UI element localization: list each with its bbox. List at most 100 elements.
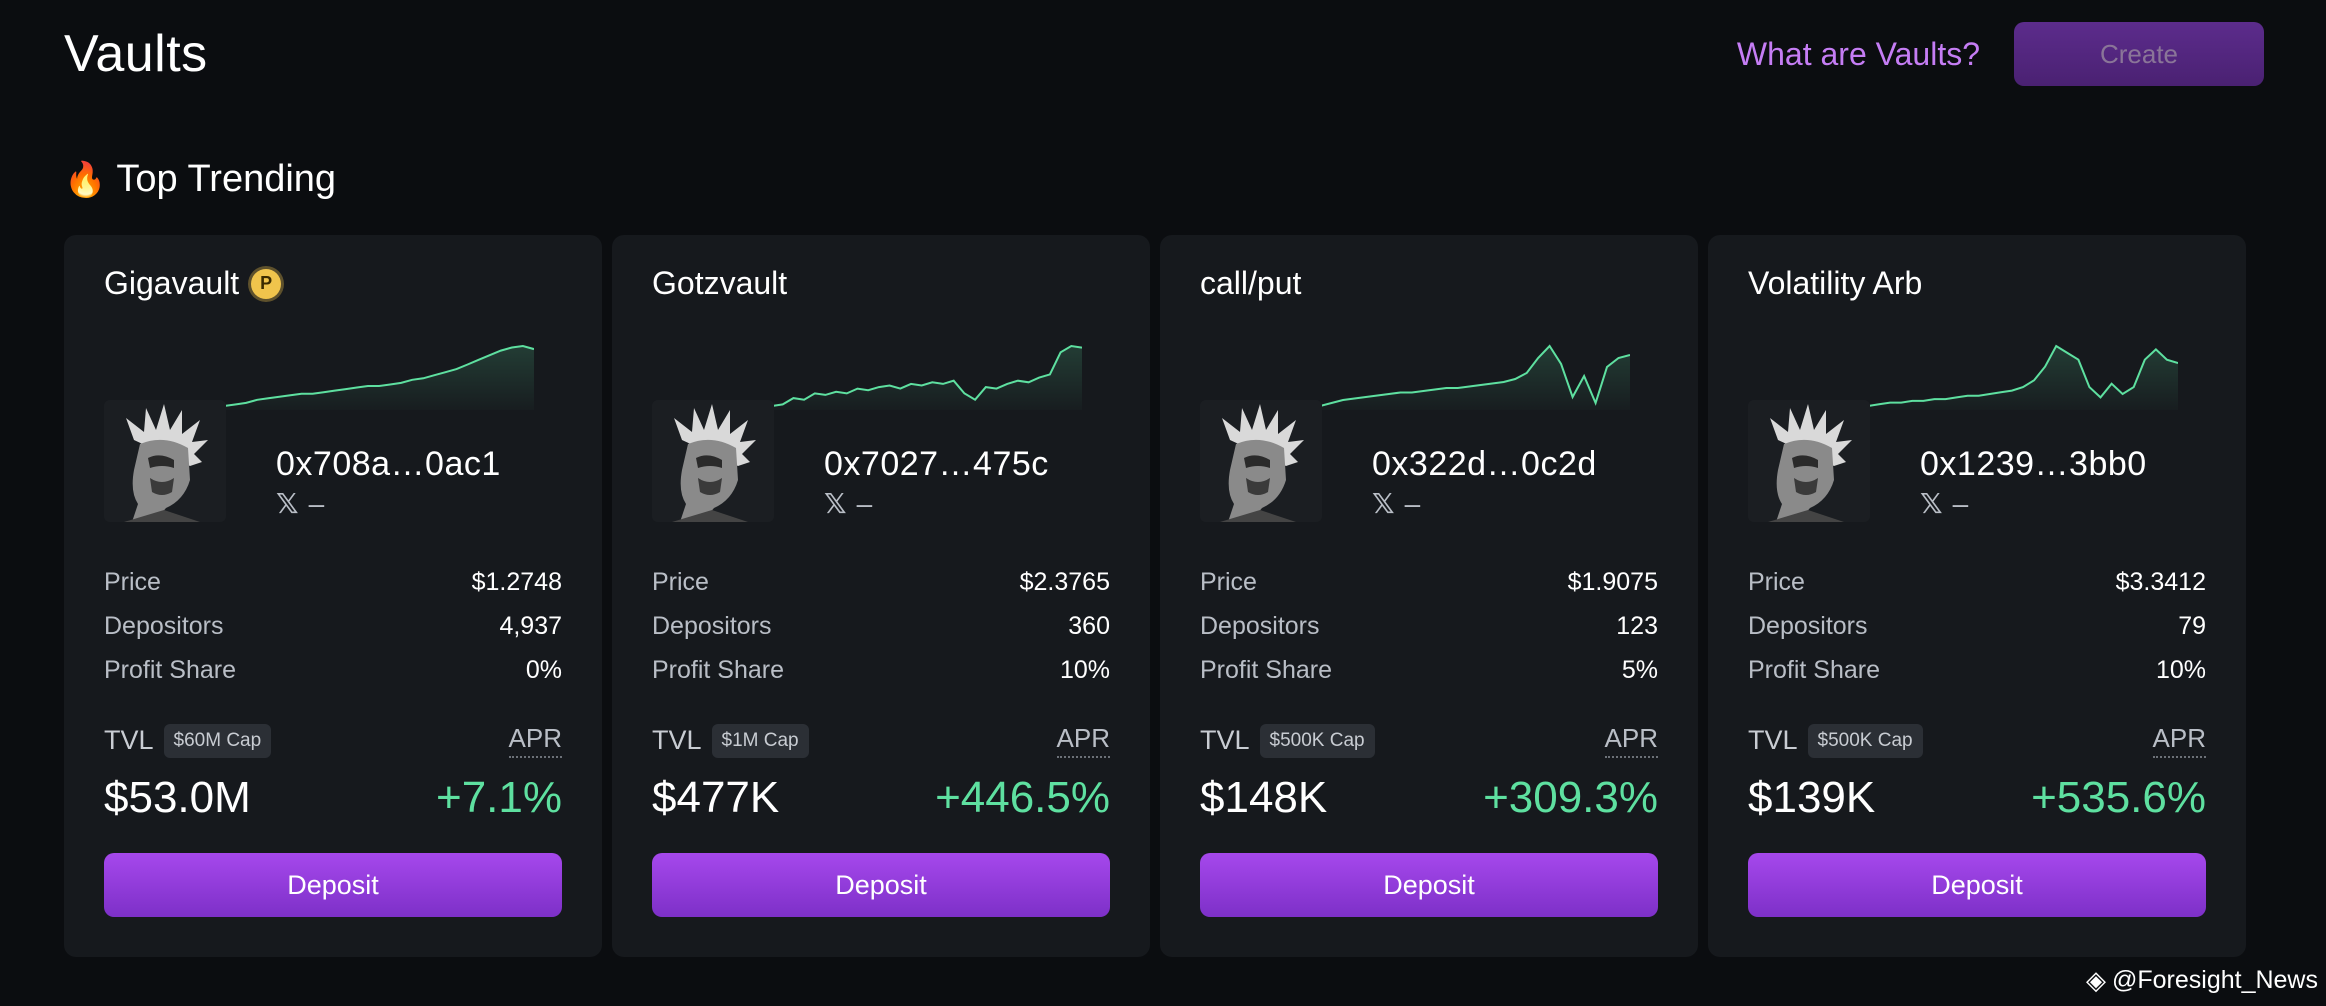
social-link[interactable]: 𝕏 – bbox=[276, 487, 324, 520]
vault-name: call/put bbox=[1200, 265, 1301, 302]
tvl-header: TVL $500K Cap APR bbox=[1200, 723, 1658, 758]
vault-address[interactable]: 0x7027…475c bbox=[824, 445, 1049, 483]
profit-share-value: 10% bbox=[1059, 655, 1110, 684]
tvl-label-group: TVL $500K Cap bbox=[1748, 723, 1923, 758]
cap-chip: $60M Cap bbox=[163, 723, 272, 758]
social-link[interactable]: 𝕏 – bbox=[1372, 487, 1420, 520]
vault-name: Gigavault P bbox=[104, 265, 282, 302]
apr-value: +535.6% bbox=[2031, 773, 2206, 822]
page-header: Vaults What are Vaults? Create bbox=[64, 18, 2264, 90]
create-button[interactable]: Create bbox=[2014, 22, 2264, 86]
price-label: Price bbox=[104, 567, 161, 596]
profit-share-label: Profit Share bbox=[1200, 655, 1333, 684]
apr-label[interactable]: APR bbox=[1604, 723, 1658, 758]
social-link[interactable]: 𝕏 – bbox=[824, 487, 872, 520]
stat-price: Price $3.3412 bbox=[1748, 560, 2206, 604]
deposit-button[interactable]: Deposit bbox=[1748, 853, 2206, 917]
avatar-illustration bbox=[1200, 400, 1322, 522]
vault-name-label: Volatility Arb bbox=[1748, 265, 1923, 301]
price-label: Price bbox=[1200, 567, 1257, 596]
performance-sparkline bbox=[1868, 344, 2178, 410]
sparkline-line bbox=[1868, 344, 2178, 407]
verified-badge-icon: P bbox=[251, 268, 282, 299]
avatar bbox=[652, 400, 774, 522]
vault-address[interactable]: 0x708a…0ac1 bbox=[276, 445, 501, 483]
apr-label[interactable]: APR bbox=[2152, 723, 2206, 758]
vault-card[interactable]: Gotzvault 0x7027…475c 𝕏 – Price $2.3765 … bbox=[612, 235, 1150, 957]
tvl-value: $148K bbox=[1200, 773, 1328, 822]
tvl-apr-values: $477K +446.5% bbox=[652, 773, 1110, 823]
performance-sparkline bbox=[772, 344, 1082, 410]
fire-icon: 🔥 bbox=[64, 160, 107, 199]
tvl-value: $477K bbox=[652, 773, 780, 822]
depositors-value: 4,937 bbox=[499, 611, 562, 640]
header-actions: What are Vaults? Create bbox=[1737, 22, 2264, 86]
tvl-label-group: TVL $1M Cap bbox=[652, 723, 809, 758]
tvl-label-group: TVL $500K Cap bbox=[1200, 723, 1375, 758]
vault-address[interactable]: 0x1239…3bb0 bbox=[1920, 445, 2147, 483]
cap-chip: $1M Cap bbox=[711, 723, 809, 758]
depositors-value: 123 bbox=[1616, 611, 1658, 640]
depositors-label: Depositors bbox=[652, 611, 772, 640]
price-label: Price bbox=[652, 567, 709, 596]
vault-card[interactable]: Gigavault P 0x708a…0ac1 𝕏 – Price $1.274… bbox=[64, 235, 602, 957]
deposit-button[interactable]: Deposit bbox=[104, 853, 562, 917]
tvl-header: TVL $1M Cap APR bbox=[652, 723, 1110, 758]
profit-share-label: Profit Share bbox=[652, 655, 785, 684]
stat-profit-share: Profit Share 5% bbox=[1200, 648, 1658, 692]
vault-card[interactable]: Volatility Arb 0x1239…3bb0 𝕏 – Price $3.… bbox=[1708, 235, 2246, 957]
stat-price: Price $1.2748 bbox=[104, 560, 562, 604]
deposit-button[interactable]: Deposit bbox=[1200, 853, 1658, 917]
section-title-label: Top Trending bbox=[116, 158, 337, 200]
tvl-label: TVL bbox=[1200, 725, 1250, 755]
price-value: $2.3765 bbox=[1019, 567, 1110, 596]
x-icon: 𝕏 bbox=[276, 488, 299, 519]
sparkline-area bbox=[1320, 346, 1630, 410]
apr-value: +446.5% bbox=[935, 773, 1110, 822]
apr-label[interactable]: APR bbox=[1056, 723, 1110, 758]
what-are-vaults-link[interactable]: What are Vaults? bbox=[1736, 35, 1980, 72]
vault-stats: Price $1.9075 Depositors 123 Profit Shar… bbox=[1200, 560, 1658, 692]
social-handle: – bbox=[856, 487, 873, 519]
apr-value: +7.1% bbox=[436, 773, 562, 822]
x-icon: 𝕏 bbox=[1920, 488, 1943, 519]
sparkline-line bbox=[224, 344, 534, 407]
section-title: 🔥 Top Trending bbox=[64, 158, 336, 201]
profit-share-value: 0% bbox=[525, 655, 562, 684]
social-handle: – bbox=[308, 487, 325, 519]
vault-name-label: Gigavault bbox=[104, 265, 240, 301]
stat-price: Price $2.3765 bbox=[652, 560, 1110, 604]
profit-share-value: 5% bbox=[1621, 655, 1658, 684]
social-link[interactable]: 𝕏 – bbox=[1920, 487, 1968, 520]
avatar bbox=[1748, 400, 1870, 522]
deposit-button[interactable]: Deposit bbox=[652, 853, 1110, 917]
vault-name: Volatility Arb bbox=[1748, 265, 1922, 302]
vault-name-label: Gotzvault bbox=[652, 265, 788, 301]
avatar bbox=[104, 400, 226, 522]
social-handle: – bbox=[1952, 487, 1969, 519]
sparkline-area bbox=[772, 346, 1082, 410]
apr-label[interactable]: APR bbox=[508, 723, 562, 758]
avatar-illustration bbox=[652, 400, 774, 522]
vault-address[interactable]: 0x322d…0c2d bbox=[1372, 445, 1597, 483]
apr-value: +309.3% bbox=[1483, 773, 1658, 822]
depositors-label: Depositors bbox=[1748, 611, 1868, 640]
avatar-illustration bbox=[1748, 400, 1870, 522]
binance-icon: ◈ bbox=[2085, 965, 2106, 995]
stat-price: Price $1.9075 bbox=[1200, 560, 1658, 604]
tvl-label: TVL bbox=[1748, 725, 1798, 755]
page-title: Vaults bbox=[64, 25, 208, 83]
tvl-header: TVL $60M Cap APR bbox=[104, 723, 562, 758]
stat-profit-share: Profit Share 10% bbox=[652, 648, 1110, 692]
tvl-value: $53.0M bbox=[104, 773, 251, 822]
tvl-apr-values: $148K +309.3% bbox=[1200, 773, 1658, 823]
vault-card[interactable]: call/put 0x322d…0c2d 𝕏 – Price $1.9075 D… bbox=[1160, 235, 1698, 957]
cap-chip: $500K Cap bbox=[1807, 723, 1923, 758]
watermark-text: @Foresight_News bbox=[2111, 966, 2318, 994]
sparkline-area bbox=[1868, 346, 2178, 410]
tvl-header: TVL $500K Cap APR bbox=[1748, 723, 2206, 758]
vault-cards: Gigavault P 0x708a…0ac1 𝕏 – Price $1.274… bbox=[64, 235, 2246, 957]
tvl-apr-values: $53.0M +7.1% bbox=[104, 773, 562, 823]
vault-name: Gotzvault bbox=[652, 265, 787, 302]
x-icon: 𝕏 bbox=[824, 488, 847, 519]
